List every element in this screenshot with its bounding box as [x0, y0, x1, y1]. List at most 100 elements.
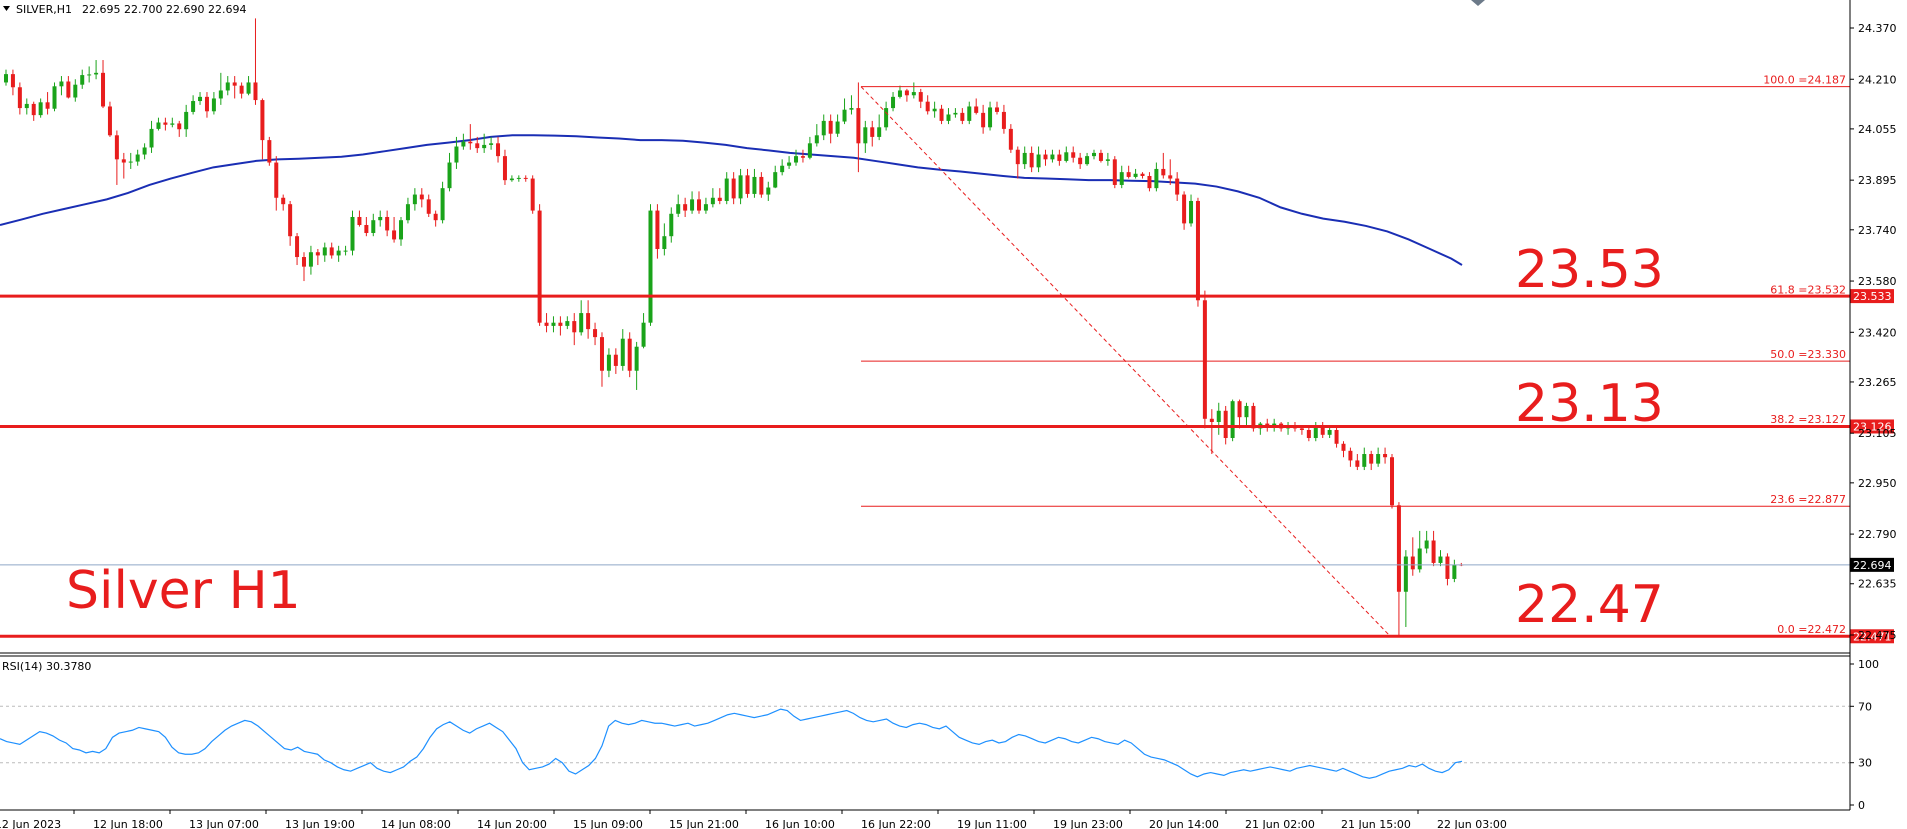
candle[interactable]: [475, 136, 480, 153]
candle[interactable]: [537, 204, 542, 326]
candle[interactable]: [4, 69, 8, 86]
candle[interactable]: [350, 210, 355, 256]
candle[interactable]: [1452, 559, 1457, 583]
candle[interactable]: [52, 82, 57, 112]
candle[interactable]: [253, 18, 258, 105]
candle[interactable]: [239, 82, 244, 99]
candle[interactable]: [1424, 530, 1429, 554]
candle[interactable]: [246, 76, 251, 96]
candle[interactable]: [1001, 104, 1006, 134]
candle[interactable]: [599, 332, 604, 387]
candle[interactable]: [1168, 159, 1173, 185]
candle[interactable]: [1140, 172, 1145, 179]
rsi-pane[interactable]: RSI(14) 30.3780 100 70 30 0: [0, 658, 1879, 812]
candle[interactable]: [613, 348, 618, 374]
candle[interactable]: [759, 172, 764, 198]
candle[interactable]: [1105, 152, 1110, 166]
candle[interactable]: [870, 120, 875, 147]
candle[interactable]: [794, 149, 799, 166]
candle[interactable]: [433, 210, 438, 227]
candle[interactable]: [939, 104, 944, 125]
candle[interactable]: [738, 168, 743, 205]
candle[interactable]: [884, 101, 889, 131]
candle[interactable]: [121, 152, 126, 179]
candle[interactable]: [1230, 399, 1235, 442]
candle[interactable]: [551, 316, 556, 333]
candle[interactable]: [1320, 421, 1325, 439]
candle[interactable]: [655, 204, 660, 259]
candle[interactable]: [1092, 149, 1097, 160]
candle[interactable]: [274, 156, 279, 211]
candle[interactable]: [1119, 165, 1124, 189]
candle[interactable]: [1154, 162, 1159, 192]
candle[interactable]: [267, 136, 272, 166]
candle[interactable]: [198, 92, 203, 105]
candle[interactable]: [1195, 197, 1200, 307]
candle[interactable]: [1112, 156, 1117, 189]
candle[interactable]: [1396, 502, 1401, 637]
candle[interactable]: [1431, 530, 1436, 567]
candle[interactable]: [1348, 447, 1353, 467]
candle[interactable]: [461, 133, 466, 150]
candle[interactable]: [218, 72, 223, 105]
candle[interactable]: [766, 181, 771, 201]
candle[interactable]: [468, 124, 473, 150]
candle[interactable]: [697, 191, 701, 214]
candle[interactable]: [59, 76, 64, 96]
candle[interactable]: [974, 98, 979, 115]
candle[interactable]: [703, 197, 708, 214]
candle[interactable]: [177, 120, 182, 137]
candle[interactable]: [849, 95, 854, 115]
candle[interactable]: [710, 188, 715, 208]
candle[interactable]: [523, 175, 528, 182]
candle[interactable]: [530, 175, 535, 214]
candle[interactable]: [877, 114, 882, 141]
horizontal-levels-layer[interactable]: 23.533 23.53 23.126 23.13 22.471 22.47 22.694: [0, 240, 1894, 644]
candle[interactable]: [135, 149, 140, 166]
candle[interactable]: [558, 316, 563, 336]
candle[interactable]: [163, 117, 168, 131]
candle[interactable]: [114, 130, 119, 185]
candle[interactable]: [1410, 537, 1415, 576]
candle[interactable]: [1078, 152, 1083, 169]
candle[interactable]: [586, 300, 591, 339]
main-price-pane[interactable]: 100.0 =24.187 61.8 =23.532 50.0 =23.330 38.…: [0, 18, 1894, 644]
candle[interactable]: [925, 95, 930, 115]
candle[interactable]: [80, 69, 85, 89]
candle[interactable]: [1383, 447, 1388, 464]
candle[interactable]: [156, 117, 161, 131]
candle[interactable]: [308, 245, 313, 275]
candle[interactable]: [1147, 172, 1152, 192]
candle[interactable]: [385, 210, 390, 237]
candle[interactable]: [454, 136, 459, 169]
candle[interactable]: [1209, 409, 1214, 455]
candle[interactable]: [641, 313, 646, 349]
candle[interactable]: [405, 197, 410, 224]
candle[interactable]: [1182, 191, 1187, 230]
candle[interactable]: [184, 104, 189, 137]
candle[interactable]: [87, 66, 92, 83]
candle[interactable]: [1438, 550, 1443, 567]
candle[interactable]: [606, 348, 611, 378]
candle[interactable]: [336, 245, 341, 262]
candle[interactable]: [807, 136, 812, 160]
candle[interactable]: [1189, 194, 1194, 227]
candle[interactable]: [447, 152, 452, 192]
candle[interactable]: [731, 172, 736, 205]
candle[interactable]: [1403, 550, 1408, 627]
candle[interactable]: [828, 114, 833, 144]
scroll-marker-icon[interactable]: [1471, 0, 1485, 6]
candle[interactable]: [897, 85, 902, 99]
candle[interactable]: [38, 98, 43, 118]
candle[interactable]: [745, 168, 750, 198]
candle[interactable]: [676, 194, 681, 217]
candle[interactable]: [142, 143, 147, 160]
candle[interactable]: [773, 165, 778, 189]
candle[interactable]: [128, 152, 133, 169]
candle[interactable]: [800, 149, 805, 163]
candle[interactable]: [918, 88, 923, 109]
candle[interactable]: [856, 82, 861, 173]
candle[interactable]: [1022, 146, 1027, 169]
candle[interactable]: [1098, 149, 1103, 163]
candle[interactable]: [544, 313, 549, 333]
